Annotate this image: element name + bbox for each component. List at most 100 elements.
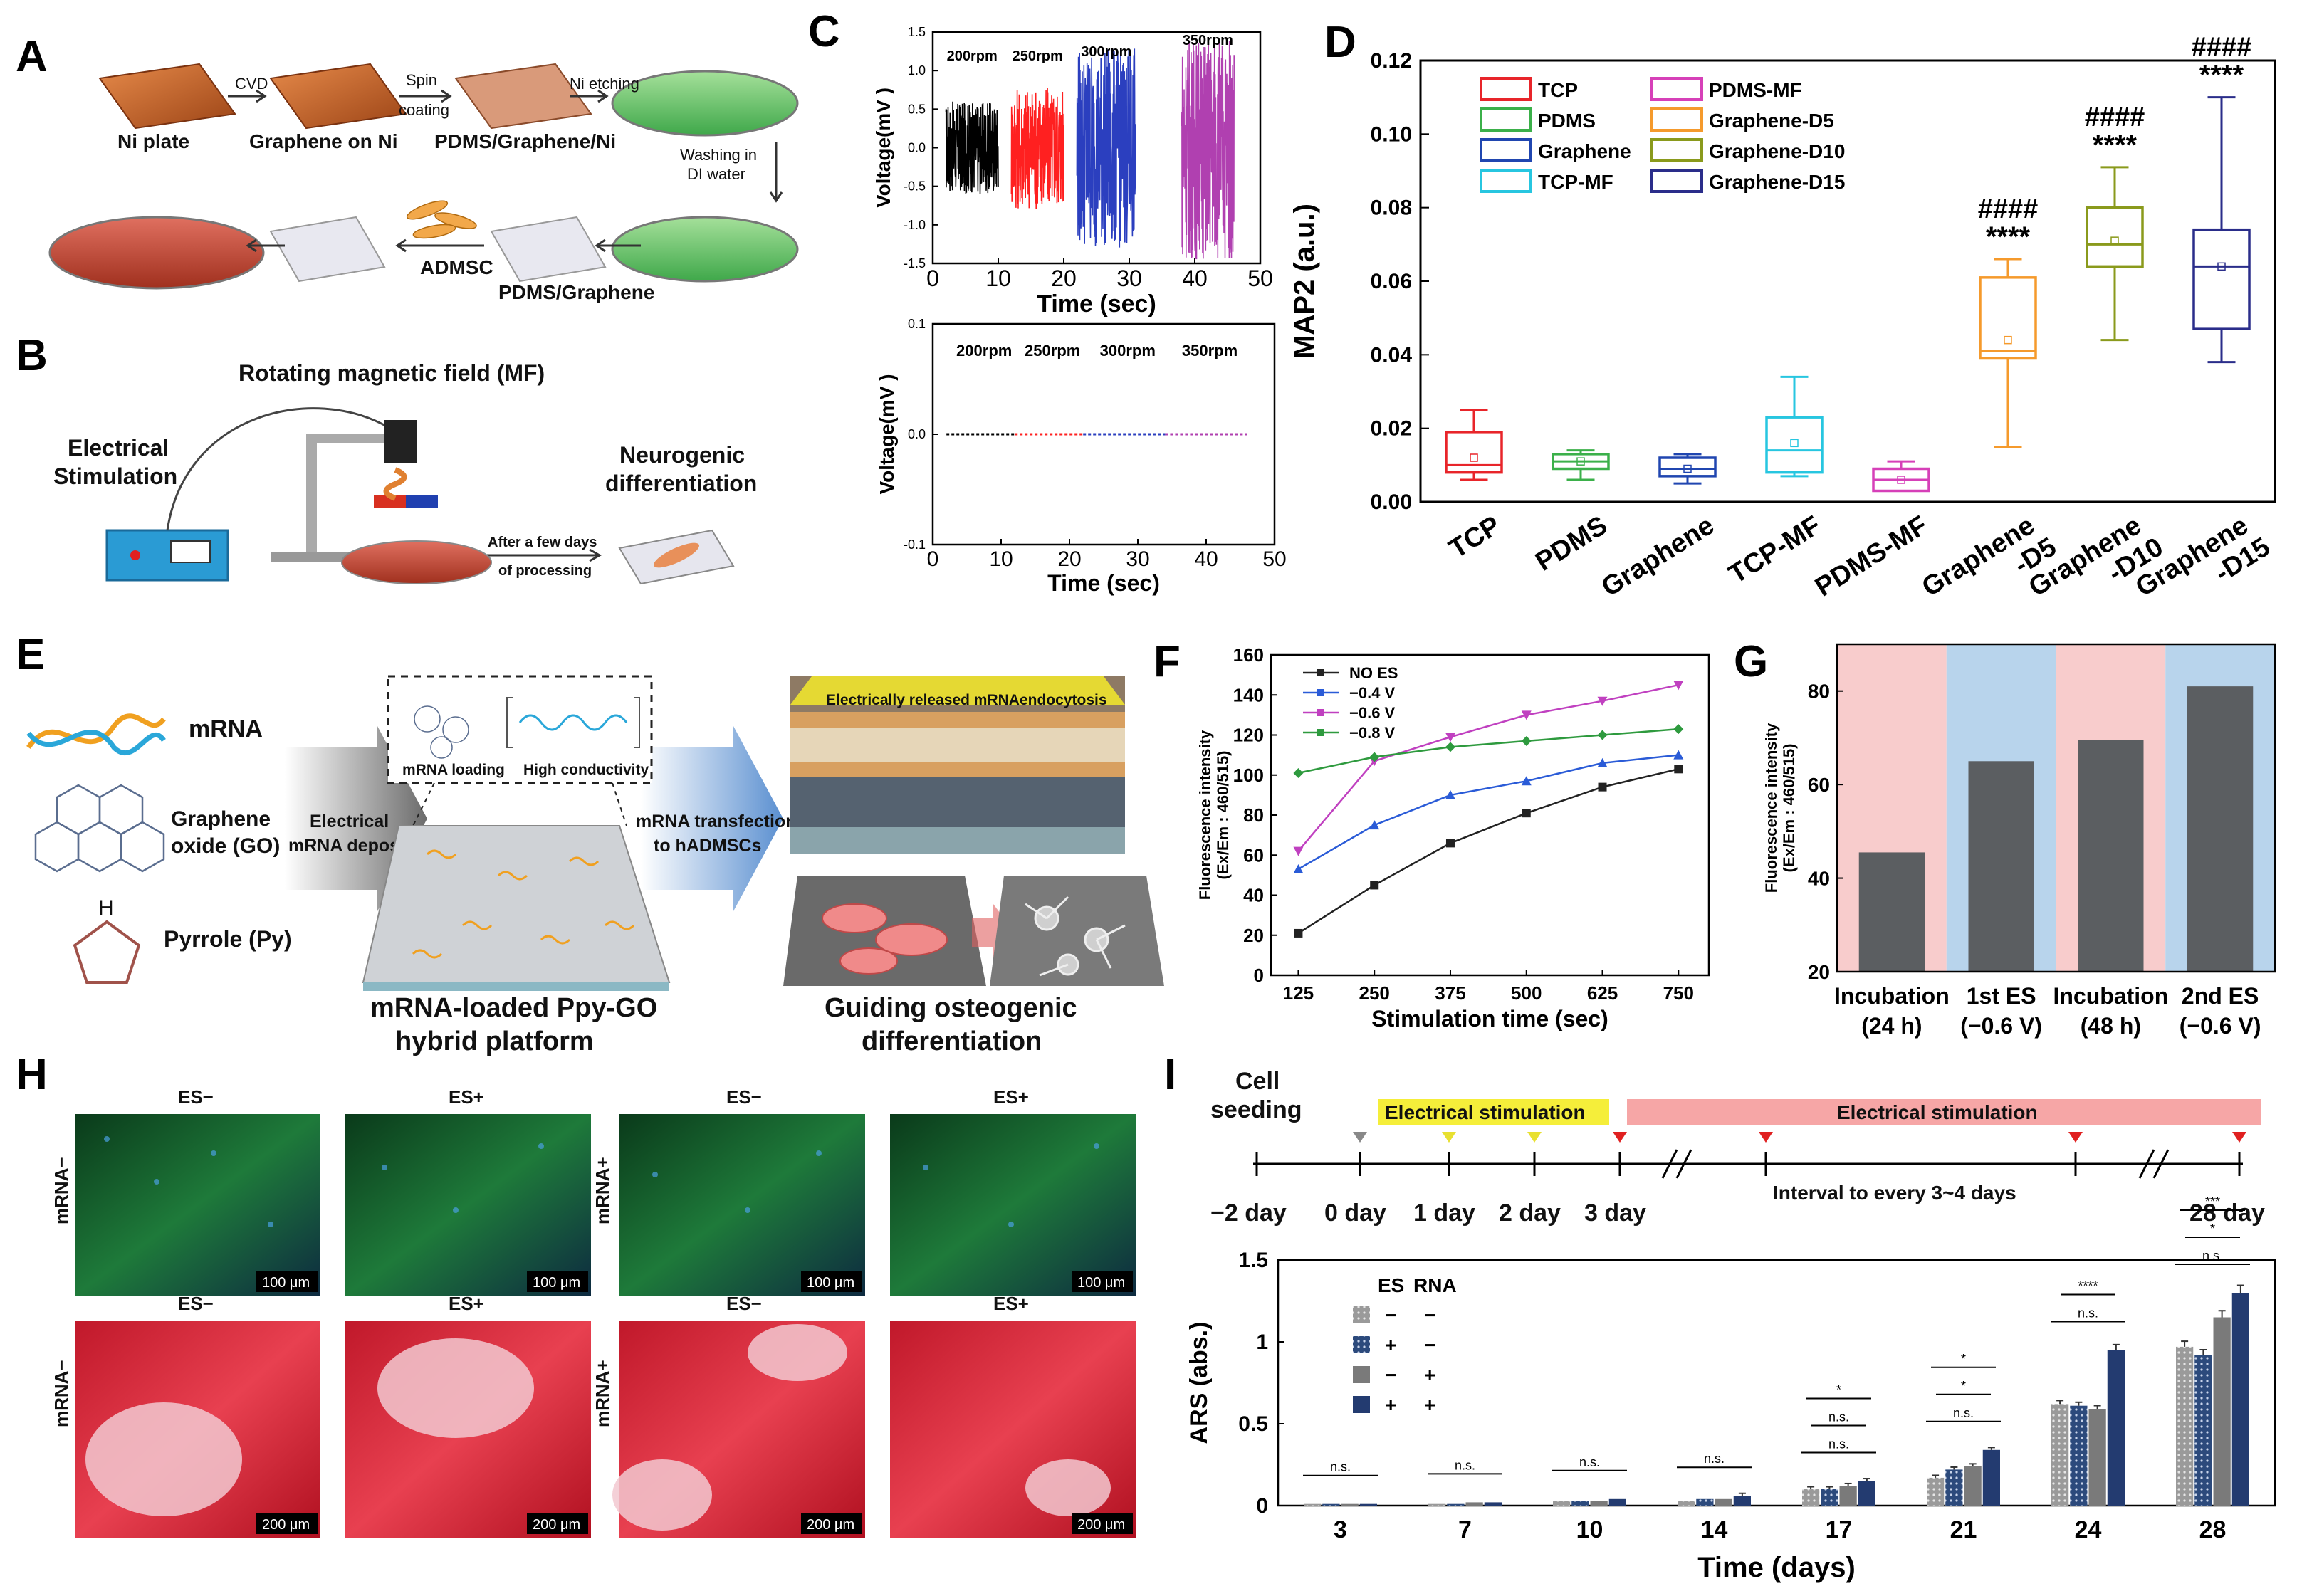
bar-14-ES+ RNA− bbox=[1696, 1498, 1714, 1506]
significance-label: n.s. bbox=[2202, 1249, 2223, 1263]
y-tick-label: 20 bbox=[1243, 925, 1264, 946]
x-tick-label: 30 bbox=[1126, 547, 1149, 571]
series-line-350rpm bbox=[1181, 40, 1235, 260]
y-tick-label: 0.1 bbox=[908, 317, 926, 331]
legend-marker bbox=[1317, 669, 1324, 676]
y-tick-label: 0.0 bbox=[908, 141, 926, 155]
series-line-200rpm bbox=[945, 101, 999, 194]
data-point bbox=[1445, 789, 1455, 799]
legend-rna: − bbox=[1424, 1304, 1435, 1326]
triangle-marker-icon bbox=[2068, 1132, 2083, 1143]
triangle-marker-icon bbox=[1527, 1132, 1542, 1143]
scale-bar-label: 100 μm bbox=[1077, 1275, 1125, 1291]
legend-label: Graphene-D15 bbox=[1709, 171, 1845, 193]
x-tick-label-line: PDMS bbox=[1530, 510, 1612, 577]
scale-bar-label: 200 μm bbox=[533, 1517, 580, 1533]
panel-d: D 0.00 0.02 0.04 0.06 0.08 0.10 0.12 MAP2 (a.u.… bbox=[1289, 18, 2276, 603]
y-tick-label: 100 bbox=[1233, 765, 1264, 786]
caption-platform-2: hybrid platform bbox=[395, 1027, 594, 1056]
box-Graphene-D10 bbox=[2086, 206, 2144, 268]
y-tick-label: 60 bbox=[1808, 774, 1830, 796]
bar-3-ES− RNA− bbox=[1304, 1503, 1322, 1506]
panel-letter-f: F bbox=[1153, 637, 1181, 686]
bar-2nd ES (−0.6 V) bbox=[2187, 686, 2254, 972]
col-label: ES− bbox=[726, 1293, 762, 1314]
bar-28-ES− RNA− bbox=[2176, 1346, 2194, 1506]
panel-g: G Incubation (24 h)1st ES (−0.6 V)Incubati… bbox=[1734, 637, 2276, 1039]
data-point bbox=[1597, 757, 1608, 767]
x-tick-label: 40 bbox=[1182, 266, 1208, 291]
bar-7-ES+ RNA+ bbox=[1484, 1502, 1502, 1506]
triangle-marker-icon bbox=[2232, 1132, 2246, 1143]
data-point bbox=[1369, 752, 1380, 762]
bar-24-ES+ RNA+ bbox=[2107, 1350, 2125, 1506]
series-label: 200rpm bbox=[956, 342, 1012, 359]
bar-14-ES+ RNA+ bbox=[1733, 1496, 1751, 1506]
y-tick-label: 80 bbox=[1808, 681, 1830, 703]
label-pdms-graphene: PDMS/Graphene bbox=[498, 281, 654, 303]
data-point bbox=[1521, 735, 1532, 746]
washing-dish-image bbox=[611, 216, 799, 283]
panel-letter-b: B bbox=[16, 331, 48, 380]
bar-21-ES+ RNA− bbox=[1945, 1469, 1963, 1506]
x-tick-label: 10 bbox=[989, 547, 1013, 571]
bar-3-ES+ RNA− bbox=[1322, 1503, 1340, 1506]
y-tick-label: 1.5 bbox=[1238, 1249, 1268, 1272]
label-ni-etching: Ni etching bbox=[570, 75, 639, 93]
significance-star: **** bbox=[1986, 221, 2031, 253]
x-tick-label: 21 bbox=[1950, 1516, 1977, 1543]
x-tick-label: Graphene bbox=[1596, 510, 1720, 603]
data-point bbox=[1521, 710, 1532, 720]
x-tick-label: 10 bbox=[985, 266, 1011, 291]
significance-star: **** bbox=[2093, 130, 2138, 161]
significance-label: n.s. bbox=[1828, 1437, 1849, 1451]
plot-frame bbox=[1836, 643, 2276, 973]
col-label: ES− bbox=[726, 1086, 762, 1108]
x-axis-label: Time (sec) bbox=[1047, 570, 1160, 596]
transfection-arrow-icon bbox=[641, 726, 783, 911]
data-point bbox=[1293, 846, 1304, 856]
micrograph-fluorescence bbox=[619, 1114, 865, 1296]
mean-Graphene-D15 bbox=[2217, 262, 2226, 271]
x-tick-label: 7 bbox=[1458, 1516, 1472, 1543]
legend-rna: + bbox=[1424, 1394, 1435, 1416]
timeline-day: −2 day bbox=[1210, 1199, 1287, 1227]
x-tick-label: 375 bbox=[1435, 982, 1465, 1004]
legend-rna: − bbox=[1424, 1334, 1435, 1356]
graphene-oxide-image bbox=[34, 784, 165, 873]
triangle-marker-icon bbox=[1353, 1132, 1367, 1143]
panel-b: B Rotating magnetic field (MF) Electrica… bbox=[16, 331, 757, 585]
seeded-sheet-image bbox=[269, 216, 386, 283]
x-tick-label: TCP bbox=[1444, 510, 1506, 565]
label-stim-2: Electrical stimulation bbox=[1837, 1101, 2038, 1123]
x-tick-label: 20 bbox=[1051, 266, 1077, 291]
legend-swatch bbox=[1480, 77, 1532, 101]
x-tick-label: Incubation (24 h) bbox=[1834, 983, 1950, 1039]
legend-label: PDMS-MF bbox=[1709, 79, 1802, 101]
arrow-icon bbox=[570, 89, 609, 103]
bar-14-ES− RNA− bbox=[1678, 1501, 1695, 1506]
mean-Graphene-D10 bbox=[2110, 236, 2119, 245]
significance-label: **** bbox=[2078, 1279, 2098, 1293]
scale-bar-label: 200 μm bbox=[262, 1517, 310, 1533]
legend-label: TCP-MF bbox=[1538, 171, 1613, 193]
etching-dish-image bbox=[611, 70, 799, 137]
triangle-marker-icon bbox=[1759, 1132, 1773, 1143]
x-tick-label: 50 bbox=[1262, 547, 1286, 571]
data-point bbox=[1369, 820, 1380, 830]
x-tick-label-line: (−0.6 V) bbox=[2180, 1013, 2261, 1039]
y-tick-label: 140 bbox=[1233, 684, 1264, 705]
legend-marker bbox=[1317, 689, 1324, 696]
label-mrna: mRNA bbox=[189, 715, 263, 742]
caption-osteogenic-1: Guiding osteogenic bbox=[825, 993, 1077, 1023]
panel-letter-g: G bbox=[1734, 637, 1768, 686]
data-point bbox=[1673, 750, 1684, 760]
magnet-red-image bbox=[374, 495, 406, 508]
chart-d: 0.00 0.02 0.04 0.06 0.08 0.10 0.12 MAP2 (a.u.) T… bbox=[1289, 33, 2276, 603]
x-tick-label: 0 bbox=[927, 547, 939, 571]
bar-14-ES− RNA+ bbox=[1715, 1498, 1732, 1506]
bar-17-ES+ RNA+ bbox=[1858, 1481, 1875, 1506]
col-label: ES− bbox=[178, 1086, 214, 1108]
x-tick-label: 10 bbox=[1576, 1516, 1603, 1543]
label-di-water: DI water bbox=[687, 165, 745, 183]
